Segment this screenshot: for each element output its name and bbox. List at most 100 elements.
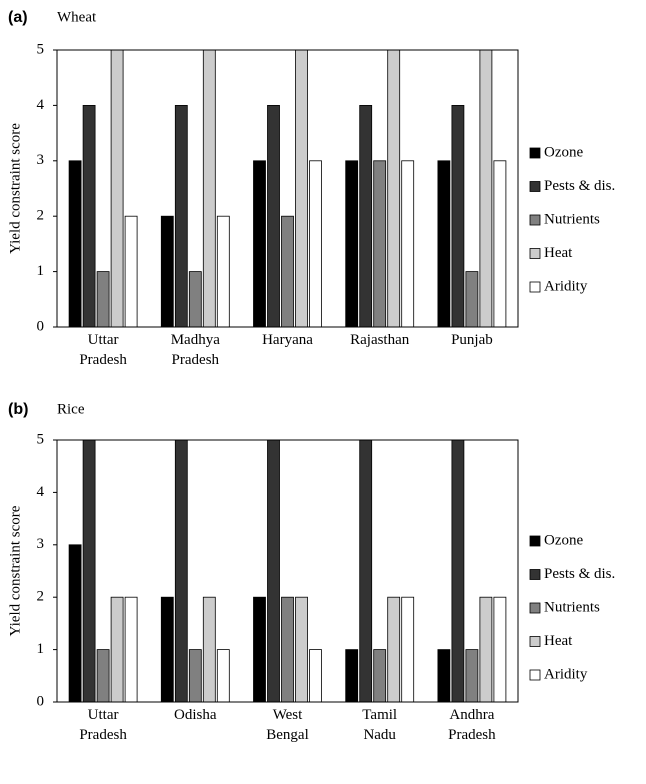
bar bbox=[281, 596, 294, 703]
x-tick-label: Uttar Pradesh bbox=[79, 332, 127, 368]
bar bbox=[437, 160, 451, 328]
bar bbox=[68, 160, 82, 328]
bar bbox=[295, 596, 308, 703]
legend-swatch bbox=[529, 669, 541, 681]
bar bbox=[401, 596, 415, 703]
plot-frame bbox=[56, 439, 519, 703]
bar bbox=[267, 105, 280, 328]
x-tick-label: Haryana bbox=[262, 332, 313, 348]
y-tick-label: 3 bbox=[37, 536, 45, 552]
bar bbox=[174, 439, 188, 703]
legend-label: Heat bbox=[544, 245, 573, 261]
panel-label: (b) bbox=[8, 401, 28, 418]
bar bbox=[493, 596, 507, 703]
legend-swatch bbox=[529, 248, 541, 259]
legend-label: Aridity bbox=[544, 666, 588, 682]
bar bbox=[387, 49, 401, 328]
chart-title: Wheat bbox=[57, 9, 97, 25]
x-tick-label: Rajasthan bbox=[350, 332, 410, 348]
bar bbox=[68, 544, 82, 703]
bar bbox=[216, 215, 230, 328]
bar bbox=[309, 649, 322, 703]
bar bbox=[96, 649, 110, 703]
bar bbox=[373, 649, 387, 703]
bar bbox=[401, 160, 415, 328]
y-tick-label: 0 bbox=[37, 693, 45, 709]
bar bbox=[253, 596, 266, 703]
legend-label: Pests & dis. bbox=[544, 566, 615, 582]
bar bbox=[479, 596, 493, 703]
legend-swatch bbox=[529, 602, 541, 614]
legend-label: Nutrients bbox=[544, 599, 600, 615]
bar bbox=[202, 49, 216, 328]
bar bbox=[359, 439, 373, 703]
legend-label: Ozone bbox=[544, 144, 583, 160]
bar bbox=[295, 49, 308, 328]
bar bbox=[96, 271, 110, 328]
bar bbox=[267, 439, 280, 703]
x-tick-label: Tamil Nadu bbox=[362, 707, 397, 743]
plot-frame bbox=[56, 49, 519, 328]
bar bbox=[451, 439, 465, 703]
bar bbox=[465, 271, 479, 328]
legend-swatch bbox=[529, 147, 541, 159]
y-axis-label: Yield constraint score bbox=[7, 505, 23, 636]
bar bbox=[202, 596, 216, 703]
legend-swatch bbox=[529, 636, 541, 647]
legend-swatch bbox=[529, 569, 541, 580]
bar bbox=[124, 596, 138, 703]
legend-label: Ozone bbox=[544, 532, 583, 548]
y-tick-label: 4 bbox=[37, 97, 45, 113]
x-tick-label: Andhra Pradesh bbox=[448, 707, 496, 743]
y-tick-label: 4 bbox=[37, 484, 45, 500]
bar bbox=[82, 439, 96, 703]
y-tick-label: 3 bbox=[37, 152, 45, 168]
y-axis-label: Yield constraint score bbox=[7, 123, 23, 254]
legend-label: Pests & dis. bbox=[544, 178, 615, 194]
panel-label: (a) bbox=[8, 9, 28, 26]
legend-swatch bbox=[529, 181, 541, 192]
y-tick-label: 0 bbox=[37, 318, 45, 334]
legend-label: Heat bbox=[544, 633, 573, 649]
bar bbox=[110, 596, 124, 703]
y-tick-label: 2 bbox=[37, 589, 45, 605]
bar bbox=[437, 649, 451, 703]
y-tick-label: 2 bbox=[37, 208, 45, 224]
bar bbox=[465, 649, 479, 703]
bar bbox=[451, 105, 465, 328]
bar bbox=[493, 160, 507, 328]
y-tick-label: 1 bbox=[37, 263, 45, 279]
y-tick-label: 1 bbox=[37, 641, 45, 657]
bar bbox=[110, 49, 124, 328]
x-tick-label: Punjab bbox=[451, 332, 493, 348]
bar bbox=[82, 105, 96, 328]
bar bbox=[216, 649, 230, 703]
bar bbox=[188, 271, 202, 328]
legend-swatch bbox=[529, 281, 541, 293]
bar bbox=[160, 215, 174, 328]
bar bbox=[479, 49, 493, 328]
bar bbox=[309, 160, 322, 328]
legend-swatch bbox=[529, 535, 541, 547]
x-tick-label: Odisha bbox=[174, 707, 217, 723]
x-tick-label: Madhya Pradesh bbox=[171, 332, 220, 368]
bar bbox=[188, 649, 202, 703]
x-tick-label: West Bengal bbox=[266, 707, 309, 743]
bar bbox=[345, 160, 359, 328]
bar bbox=[373, 160, 387, 328]
y-tick-label: 5 bbox=[37, 41, 45, 57]
bar bbox=[124, 215, 138, 328]
bar bbox=[160, 596, 174, 703]
bar bbox=[253, 160, 266, 328]
legend-swatch bbox=[529, 214, 541, 226]
bar bbox=[359, 105, 373, 328]
x-tick-label: Uttar Pradesh bbox=[79, 707, 127, 743]
chart-title: Rice bbox=[57, 401, 85, 417]
bar bbox=[345, 649, 359, 703]
bar bbox=[281, 215, 294, 328]
bar bbox=[387, 596, 401, 703]
y-tick-label: 5 bbox=[37, 431, 45, 447]
bar bbox=[174, 105, 188, 328]
legend-label: Nutrients bbox=[544, 211, 600, 227]
